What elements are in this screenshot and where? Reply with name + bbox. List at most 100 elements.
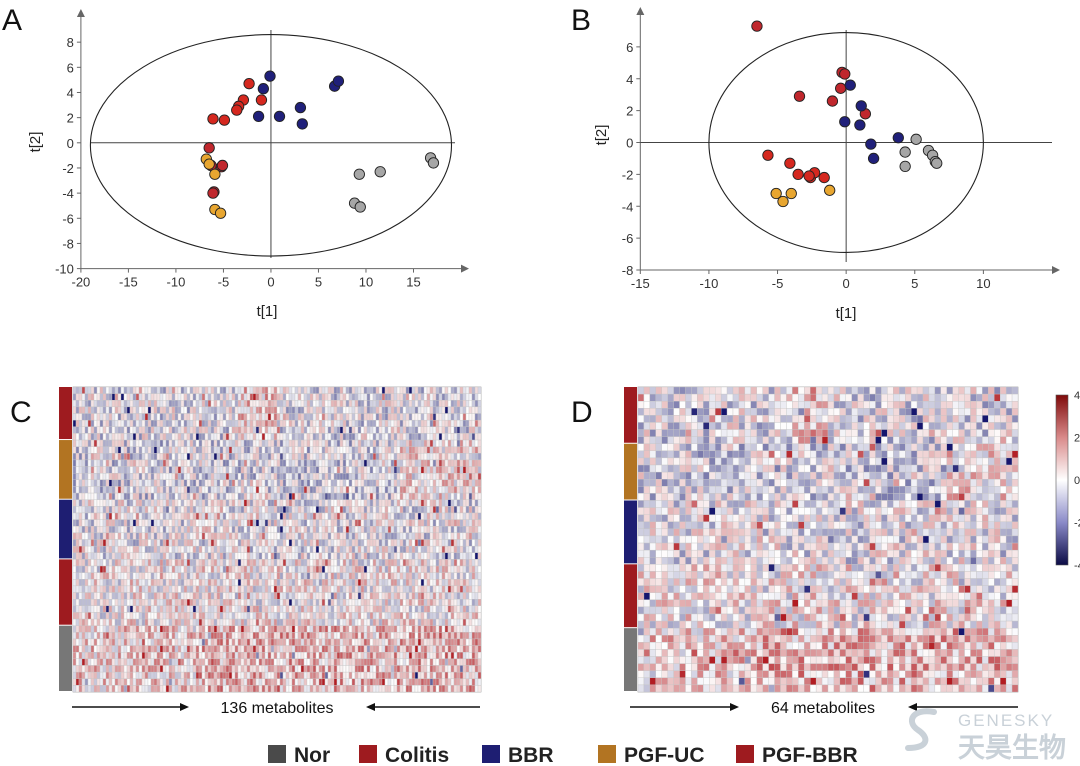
heatmap-c-cell bbox=[90, 393, 95, 401]
heatmap-c-cell bbox=[288, 419, 293, 427]
heatmap-c-cell bbox=[264, 618, 269, 626]
heatmap-c-cell bbox=[423, 400, 428, 408]
heatmap-c-cell bbox=[129, 492, 134, 500]
heatmap-c-cell bbox=[450, 486, 455, 494]
heatmap-c-cell bbox=[321, 565, 326, 573]
heatmap-c-cell bbox=[162, 486, 167, 494]
heatmap-c-cell bbox=[162, 419, 167, 427]
heatmap-c-cell bbox=[297, 612, 302, 620]
heatmap-c-cell bbox=[402, 486, 407, 494]
heatmap-c-cell bbox=[420, 413, 425, 421]
heatmap-c-cell bbox=[312, 406, 317, 414]
heatmap-c-cell bbox=[402, 400, 407, 408]
heatmap-c-cell bbox=[384, 559, 389, 567]
heatmap-c-cell bbox=[303, 433, 308, 441]
heatmap-c-cell bbox=[411, 605, 416, 613]
heatmap-c-cell bbox=[462, 393, 467, 401]
heatmap-c-cell bbox=[93, 400, 98, 408]
heatmap-c-cell bbox=[99, 605, 104, 613]
heatmap-c-cell bbox=[105, 565, 110, 573]
heatmap-c-cell bbox=[258, 419, 263, 427]
heatmap-c-cell bbox=[342, 539, 347, 547]
heatmap-c-cell bbox=[261, 559, 266, 567]
heatmap-c-cell bbox=[372, 466, 377, 474]
heatmap-c-cell bbox=[309, 386, 314, 394]
heatmap-c-cell bbox=[165, 559, 170, 567]
heatmap-c-cell bbox=[396, 479, 401, 487]
heatmap-c-cell bbox=[306, 572, 311, 580]
heatmap-c-cell bbox=[81, 486, 86, 494]
heatmap-c-cell bbox=[123, 532, 128, 540]
heatmap-c-cell bbox=[240, 592, 245, 600]
heatmap-c-cell bbox=[312, 512, 317, 520]
heatmap-c-cell bbox=[147, 605, 152, 613]
heatmap-c-cell bbox=[345, 592, 350, 600]
heatmap-c-cell bbox=[447, 572, 452, 580]
heatmap-c-cell bbox=[78, 406, 83, 414]
heatmap-c-cell bbox=[102, 479, 107, 487]
heatmap-c-cell bbox=[108, 413, 113, 421]
heatmap-c-cell bbox=[183, 545, 188, 553]
heatmap-c-cell bbox=[273, 406, 278, 414]
heatmap-c-cell bbox=[96, 598, 101, 606]
heatmap-c-cell bbox=[345, 512, 350, 520]
heatmap-c-cell bbox=[147, 393, 152, 401]
heatmap-c-cell bbox=[288, 565, 293, 573]
heatmap-c-cell bbox=[105, 592, 110, 600]
heatmap-c-cell bbox=[240, 572, 245, 580]
heatmap-c-cell bbox=[459, 386, 464, 394]
heatmap-c-cell bbox=[105, 433, 110, 441]
heatmap-c-cell bbox=[81, 479, 86, 487]
heatmap-c-cell bbox=[279, 539, 284, 547]
heatmap-c-cell bbox=[126, 406, 131, 414]
heatmap-c-cell bbox=[306, 526, 311, 534]
heatmap-c-cell bbox=[75, 618, 80, 626]
heatmap-c-cell bbox=[333, 592, 338, 600]
scatter-b-point-colitis bbox=[751, 20, 763, 32]
heatmap-c-cell bbox=[108, 519, 113, 527]
heatmap-c-cell bbox=[405, 466, 410, 474]
scatter-a-y-axis-arrow bbox=[76, 9, 85, 17]
heatmap-c-cell bbox=[474, 439, 479, 447]
heatmap-c-cell bbox=[180, 526, 185, 534]
heatmap-c-cell bbox=[201, 473, 206, 481]
heatmap-c-cell bbox=[195, 506, 200, 514]
heatmap-c-cell bbox=[432, 479, 437, 487]
heatmap-c-cell bbox=[300, 459, 305, 467]
heatmap-c-cell bbox=[138, 545, 143, 553]
heatmap-c-cell bbox=[393, 552, 398, 560]
heatmap-c-cell bbox=[426, 492, 431, 500]
heatmap-c-cell bbox=[375, 605, 380, 613]
heatmap-c-cell bbox=[81, 492, 86, 500]
heatmap-c-cell bbox=[108, 433, 113, 441]
heatmap-c-cell bbox=[156, 526, 161, 534]
heatmap-c-cell bbox=[342, 486, 347, 494]
heatmap-c-cell bbox=[99, 519, 104, 527]
heatmap-c-cell bbox=[423, 433, 428, 441]
heatmap-c-cell bbox=[264, 592, 269, 600]
heatmap-c-cell bbox=[330, 585, 335, 593]
heatmap-c-cell bbox=[120, 605, 125, 613]
heatmap-c-cell bbox=[159, 559, 164, 567]
heatmap-c-cell bbox=[189, 473, 194, 481]
heatmap-c-cell bbox=[81, 446, 86, 454]
heatmap-c-cell bbox=[228, 512, 233, 520]
heatmap-c-cell bbox=[135, 592, 140, 600]
heatmap-c-cell bbox=[384, 413, 389, 421]
heatmap-c-cell bbox=[168, 565, 173, 573]
heatmap-c-cell bbox=[249, 618, 254, 626]
heatmap-c-cell bbox=[315, 419, 320, 427]
heatmap-c-cell bbox=[270, 545, 275, 553]
heatmap-c-cell bbox=[234, 526, 239, 534]
heatmap-c-cell bbox=[93, 532, 98, 540]
heatmap-c-cell bbox=[216, 393, 221, 401]
heatmap-c-cell bbox=[225, 526, 230, 534]
heatmap-c-cell bbox=[309, 512, 314, 520]
heatmap-c-cell bbox=[333, 519, 338, 527]
heatmap-c-cell bbox=[72, 605, 77, 613]
heatmap-c-cell bbox=[207, 393, 212, 401]
heatmap-c-cell bbox=[450, 466, 455, 474]
heatmap-c-cell bbox=[450, 559, 455, 567]
heatmap-c-cell bbox=[87, 413, 92, 421]
heatmap-c-cell bbox=[468, 512, 473, 520]
